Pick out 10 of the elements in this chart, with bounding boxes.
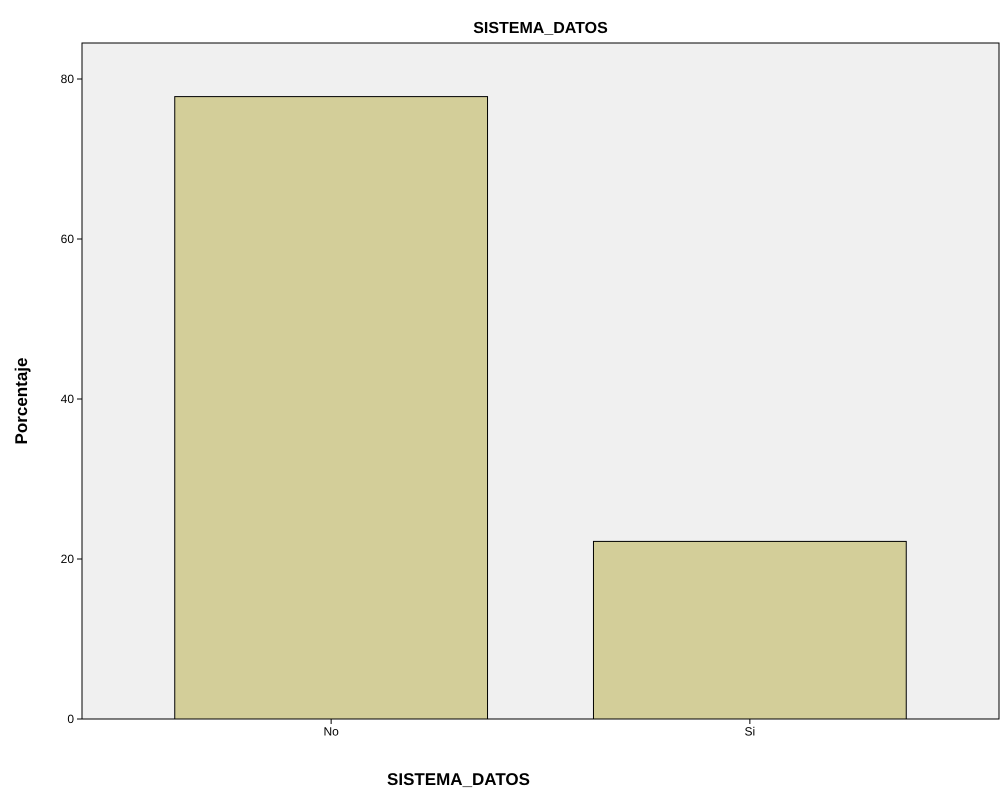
x-tick-label: No — [323, 724, 340, 739]
chart-title: SISTEMA_DATOS — [473, 20, 608, 37]
y-tick-label: 60 — [60, 232, 74, 246]
y-tick-label: 20 — [60, 552, 74, 566]
x-axis-title: SISTEMA_DATOS — [387, 770, 530, 789]
y-tick-label: 80 — [60, 72, 74, 86]
y-tick-label: 0 — [67, 712, 74, 726]
y-axis-title: Porcentaje — [12, 358, 31, 444]
y-tick-label: 40 — [60, 392, 74, 406]
x-tick-label: Si — [744, 724, 756, 739]
